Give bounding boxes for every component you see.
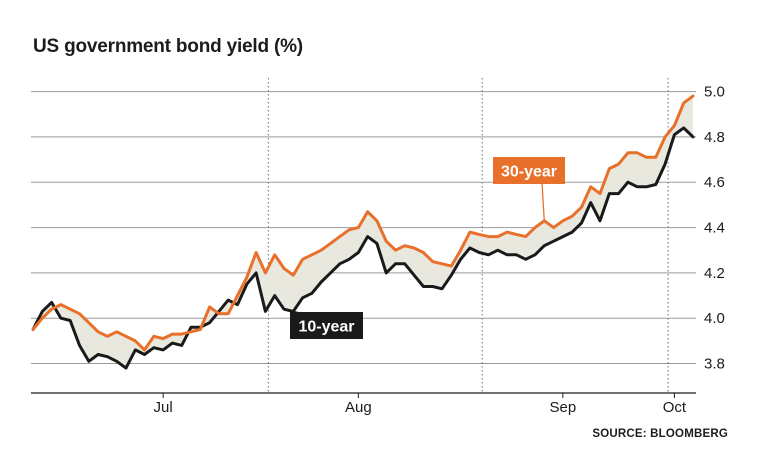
callout-30-year-leader: [541, 182, 545, 221]
series-gap-fill: [33, 96, 693, 369]
callout-10-year: 10-year: [283, 308, 363, 339]
series-callouts: 30-year 10-year: [283, 157, 565, 339]
x-tick-label: Aug: [345, 399, 372, 416]
y-axis-tick-labels: 3.8 4.0 4.2 4.4 4.6 4.8 5.0: [704, 84, 725, 373]
chart-title: US government bond yield (%): [33, 36, 303, 57]
x-axis: Jul Aug Sep Oct: [31, 392, 696, 416]
callout-30-year: 30-year: [493, 157, 565, 221]
y-tick-label: 4.2: [704, 265, 725, 282]
callout-10-year-box: [290, 312, 363, 339]
callout-10-year-text: 10-year: [298, 319, 354, 336]
series-lines: [31, 94, 695, 370]
y-tick-label: 3.8: [704, 356, 725, 373]
x-tick-label: Sep: [550, 399, 577, 416]
y-tick-label: 5.0: [704, 84, 725, 101]
y-tick-label: 4.8: [704, 129, 725, 146]
x-tick-label: Oct: [663, 399, 687, 416]
callout-30-year-box: [493, 157, 565, 184]
source-note: SOURCE: BLOOMBERG: [592, 428, 728, 440]
series-line-10-year: [31, 126, 695, 370]
callout-30-year-text: 30-year: [501, 164, 557, 181]
y-tick-label: 4.0: [704, 310, 725, 327]
y-tick-label: 4.6: [704, 174, 725, 191]
x-tick-label: Jul: [154, 399, 173, 416]
series-line-30-year: [31, 94, 695, 352]
area-between-series: [33, 96, 693, 369]
y-tick-label: 4.4: [704, 220, 725, 237]
